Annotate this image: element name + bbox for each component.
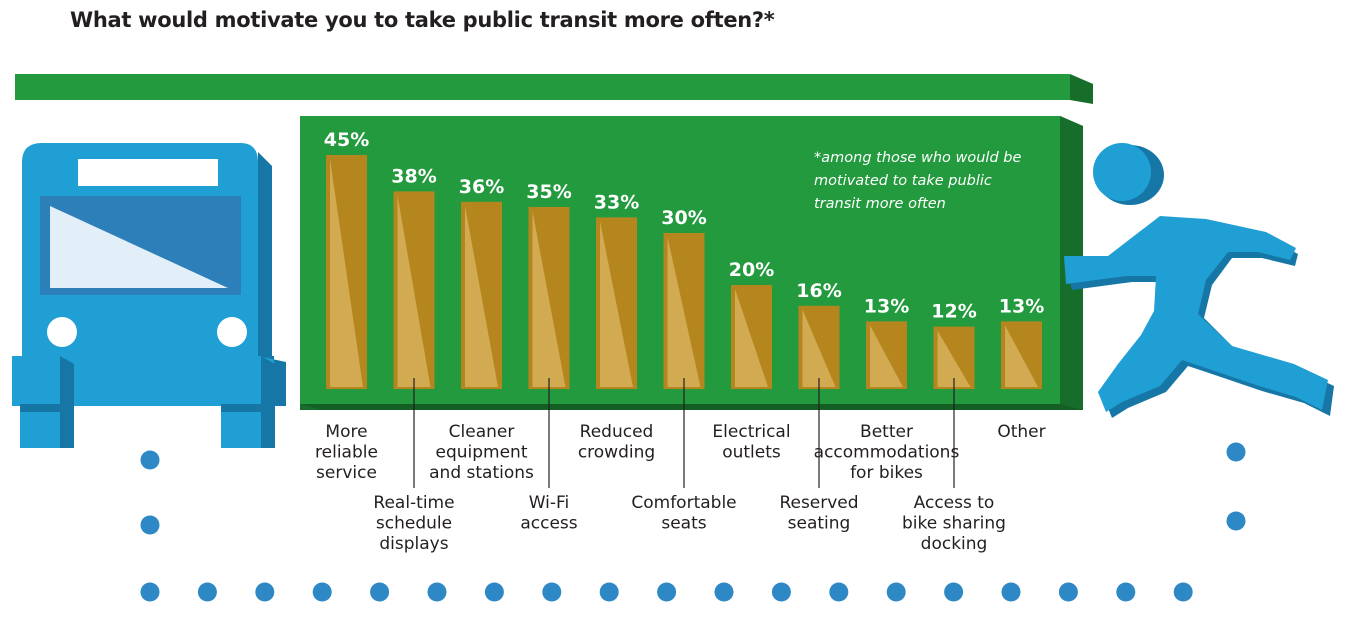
- path-dot: [370, 582, 390, 602]
- category-label-line: seats: [661, 514, 706, 534]
- category-label-line: Reserved: [779, 493, 858, 513]
- category-label: Other: [997, 422, 1045, 442]
- bar-highlight: [600, 221, 633, 387]
- category-label-line: Better: [860, 422, 913, 442]
- category-label: Electrical outlets: [712, 422, 790, 463]
- value-label: 13%: [864, 295, 909, 317]
- path-dot: [1226, 511, 1246, 531]
- category-label-line: crowding: [578, 443, 655, 463]
- path-dot: [1058, 582, 1078, 602]
- bar-highlight: [870, 325, 903, 387]
- category-label-line: Other: [997, 422, 1045, 442]
- category-label-line: Real-time: [373, 493, 454, 513]
- bar-highlight: [802, 309, 836, 387]
- bar-highlight: [667, 237, 701, 387]
- category-label: Cleaner equipment and stations: [429, 422, 534, 483]
- path-dot: [599, 582, 619, 602]
- value-label: 16%: [796, 280, 841, 302]
- value-label: 35%: [526, 181, 571, 203]
- path-dot: [1001, 582, 1021, 602]
- path-dot: [140, 582, 160, 602]
- leader-line-group: [413, 378, 955, 488]
- chart-title: What would motivate you to take public t…: [70, 8, 775, 32]
- value-label-group: 45% 38% 36% 35% 33% 30% 20% 16% 13% 12% 13%: [324, 129, 1044, 323]
- bar-highlight: [330, 159, 363, 387]
- category-label-line: access: [520, 514, 577, 534]
- path-dot: [1116, 582, 1136, 602]
- path-dot: [829, 582, 849, 602]
- path-dot: [197, 582, 217, 602]
- category-label: More reliable service: [315, 422, 378, 483]
- path-dot: [1173, 582, 1193, 602]
- value-label: 12%: [931, 301, 976, 323]
- category-label: Wi-Fi access: [520, 493, 577, 534]
- path-dot: [484, 582, 504, 602]
- category-label-line: Reduced: [580, 422, 654, 442]
- path-dot: [714, 582, 734, 602]
- path-dot: [427, 582, 447, 602]
- path-dot: [771, 582, 791, 602]
- path-dot: [657, 582, 677, 602]
- category-label: Reduced crowding: [578, 422, 655, 463]
- category-label-line: equipment: [436, 443, 528, 463]
- category-label: Better accommodations for bikes: [814, 422, 960, 483]
- category-label-line: Wi-Fi: [529, 493, 570, 513]
- path-dot: [312, 582, 332, 602]
- path-dot: [542, 582, 562, 602]
- category-label-line: accommodations: [814, 443, 960, 463]
- path-dot: [140, 515, 160, 535]
- roof-beam: [15, 74, 1093, 104]
- category-label-line: for bikes: [850, 463, 923, 483]
- category-label: Real-time schedule displays: [373, 493, 454, 554]
- category-label: Access to bike sharing docking: [902, 493, 1006, 554]
- category-label-line: reliable: [315, 443, 378, 463]
- bus-icon: [12, 143, 286, 448]
- bar-highlight: [937, 330, 971, 387]
- category-label-line: More: [325, 422, 367, 442]
- path-dot: [255, 582, 275, 602]
- bar-highlight: [1005, 325, 1038, 387]
- category-label-line: Comfortable: [631, 493, 736, 513]
- category-label: Comfortable seats: [631, 493, 736, 534]
- bar-highlight: [532, 211, 566, 387]
- category-label-group: More reliable service Real-time schedule disp…: [315, 422, 1046, 554]
- path-dot: [944, 582, 964, 602]
- dotted-path: [140, 442, 1246, 602]
- category-label-line: schedule: [376, 514, 452, 534]
- value-label: 38%: [391, 165, 436, 187]
- category-label-line: docking: [921, 534, 988, 554]
- running-person-icon: [1064, 143, 1334, 418]
- category-label-line: displays: [379, 534, 448, 554]
- value-label: 36%: [459, 176, 504, 198]
- category-label-line: bike sharing: [902, 514, 1006, 534]
- footnote-line-1: *among those who would be: [814, 150, 1021, 166]
- category-label-line: and stations: [429, 463, 534, 483]
- category-label-line: Electrical: [712, 422, 790, 442]
- value-label: 20%: [729, 259, 774, 281]
- category-label: Reserved seating: [779, 493, 858, 534]
- value-label: 13%: [999, 295, 1044, 317]
- value-label: 33%: [594, 191, 639, 213]
- bar-group: [326, 155, 1042, 389]
- bar-highlight: [735, 289, 768, 387]
- value-label: 30%: [661, 207, 706, 229]
- bar-highlight: [397, 195, 431, 387]
- bar-highlight: [465, 205, 498, 387]
- category-label-line: service: [316, 463, 377, 483]
- category-label-line: seating: [788, 514, 851, 534]
- footnote-line-3: transit more often: [814, 196, 946, 212]
- path-dot: [140, 450, 160, 470]
- category-label-line: Access to: [914, 493, 995, 513]
- footnote: *among those who would be motivated to t…: [814, 150, 1021, 212]
- value-label: 45%: [324, 129, 369, 151]
- footnote-line-2: motivated to take public: [814, 173, 992, 189]
- path-dot: [1226, 442, 1246, 462]
- path-dot: [886, 582, 906, 602]
- category-label-line: Cleaner: [449, 422, 515, 442]
- category-label-line: outlets: [722, 443, 781, 463]
